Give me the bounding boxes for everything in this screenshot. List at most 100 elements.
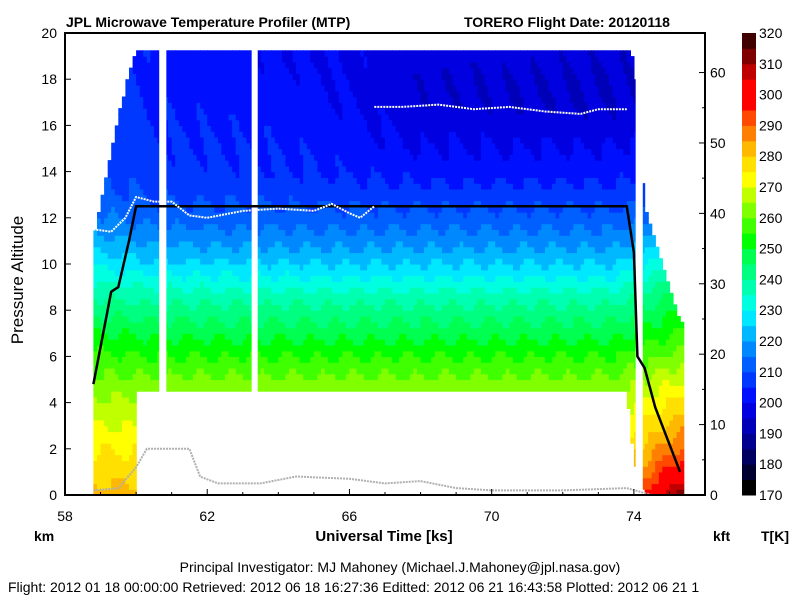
heatmap-cell — [271, 344, 276, 352]
heatmap-cell — [363, 229, 368, 236]
heatmap-cell — [303, 310, 308, 317]
heatmap-cell — [153, 356, 159, 363]
heatmap-cell — [331, 96, 336, 103]
heatmap-cell — [260, 379, 265, 386]
heatmap-cell — [100, 217, 105, 225]
heatmap-cell — [360, 67, 365, 74]
heatmap-cell — [313, 350, 319, 357]
heatmap-cell — [278, 177, 283, 184]
heatmap-cell — [125, 292, 130, 300]
heatmap-cell — [370, 50, 375, 57]
heatmap-cell — [257, 131, 262, 138]
heatmap-cell — [189, 142, 194, 150]
heatmap-cell — [175, 90, 180, 98]
heatmap-cell — [175, 67, 180, 74]
heatmap-cell — [260, 73, 265, 80]
heatmap-cell — [239, 160, 244, 167]
heatmap-cell — [306, 90, 311, 98]
heatmap-cell — [217, 131, 223, 138]
heatmap-cell — [377, 310, 383, 317]
heatmap-cell — [303, 356, 308, 363]
heatmap-cell — [185, 223, 191, 230]
heatmap-cell — [200, 142, 205, 150]
heatmap-cell — [153, 223, 159, 230]
heatmap-cell — [97, 292, 102, 300]
heatmap-cell — [100, 391, 105, 398]
heatmap-cell — [317, 194, 322, 202]
heatmap-cell — [313, 252, 319, 259]
heatmap-cell — [97, 333, 102, 340]
heatmap-cell — [317, 367, 322, 375]
heatmap-cell — [118, 419, 123, 427]
heatmap-cell — [331, 327, 336, 334]
heatmap-cell — [370, 350, 375, 357]
heatmap-cell — [267, 223, 272, 230]
heatmap-cell — [356, 212, 361, 219]
heatmap-cell — [150, 379, 155, 386]
heatmap-cell — [310, 275, 315, 282]
heatmap-cell — [331, 344, 336, 352]
heatmap-cell — [132, 113, 137, 121]
heatmap-cell — [100, 466, 105, 473]
heatmap-cell — [118, 171, 123, 178]
heatmap-cell — [296, 304, 301, 311]
heatmap-cell — [182, 73, 187, 80]
heatmap-cell — [239, 171, 244, 178]
heatmap-cell — [381, 171, 386, 178]
heatmap-cell — [214, 235, 219, 242]
heatmap-cell — [217, 206, 223, 213]
heatmap-cell — [331, 188, 336, 196]
heatmap-cell — [281, 223, 287, 230]
heatmap-cell — [363, 119, 368, 126]
heatmap-cell — [264, 304, 269, 311]
heatmap-cell — [360, 235, 365, 242]
heatmap-cell — [107, 385, 112, 392]
heatmap-cell — [281, 131, 287, 138]
heatmap-cell — [385, 235, 390, 242]
heatmap-cell — [153, 148, 159, 155]
heatmap-cell — [370, 373, 375, 381]
heatmap-cell — [310, 310, 315, 317]
heatmap-cell — [310, 177, 315, 184]
heatmap-cell — [306, 148, 311, 155]
heatmap-cell — [114, 396, 119, 404]
heatmap-cell — [281, 206, 287, 213]
heatmap-cell — [118, 229, 123, 236]
heatmap-cell — [331, 385, 336, 392]
heatmap-cell — [235, 50, 240, 57]
heatmap-cell — [353, 102, 358, 109]
heatmap-cell — [363, 362, 368, 369]
heatmap-cell — [303, 264, 308, 271]
heatmap-cell — [200, 56, 205, 63]
heatmap-cell — [171, 379, 176, 386]
heatmap-cell — [264, 292, 269, 300]
heatmap-cell — [185, 240, 191, 248]
heatmap-cell — [257, 61, 262, 69]
heatmap-cell — [306, 108, 311, 115]
heatmap-cell — [306, 327, 311, 334]
heatmap-cell — [129, 379, 134, 386]
heatmap-cell — [292, 56, 297, 63]
heatmap-cell — [345, 385, 351, 392]
heatmap-cell — [353, 177, 358, 184]
heatmap-cell — [356, 316, 361, 323]
heatmap-cell — [100, 223, 105, 230]
heatmap-cell — [239, 281, 244, 288]
heatmap-cell — [203, 367, 208, 375]
heatmap-cell — [189, 90, 194, 98]
heatmap-cell — [285, 339, 290, 346]
heatmap-cell — [121, 246, 127, 254]
heatmap-cell — [118, 131, 123, 138]
heatmap-cell — [328, 310, 333, 317]
heatmap-cell — [207, 142, 212, 150]
heatmap-cell — [175, 119, 180, 126]
heatmap-cell — [129, 177, 134, 184]
heatmap-cell — [125, 379, 130, 386]
heatmap-cell — [97, 229, 102, 236]
heatmap-cell — [296, 310, 301, 317]
heatmap-cell — [207, 252, 212, 259]
heatmap-cell — [196, 321, 201, 329]
heatmap-cell — [331, 73, 336, 80]
heatmap-cell — [328, 136, 333, 144]
heatmap-cell — [111, 373, 116, 381]
